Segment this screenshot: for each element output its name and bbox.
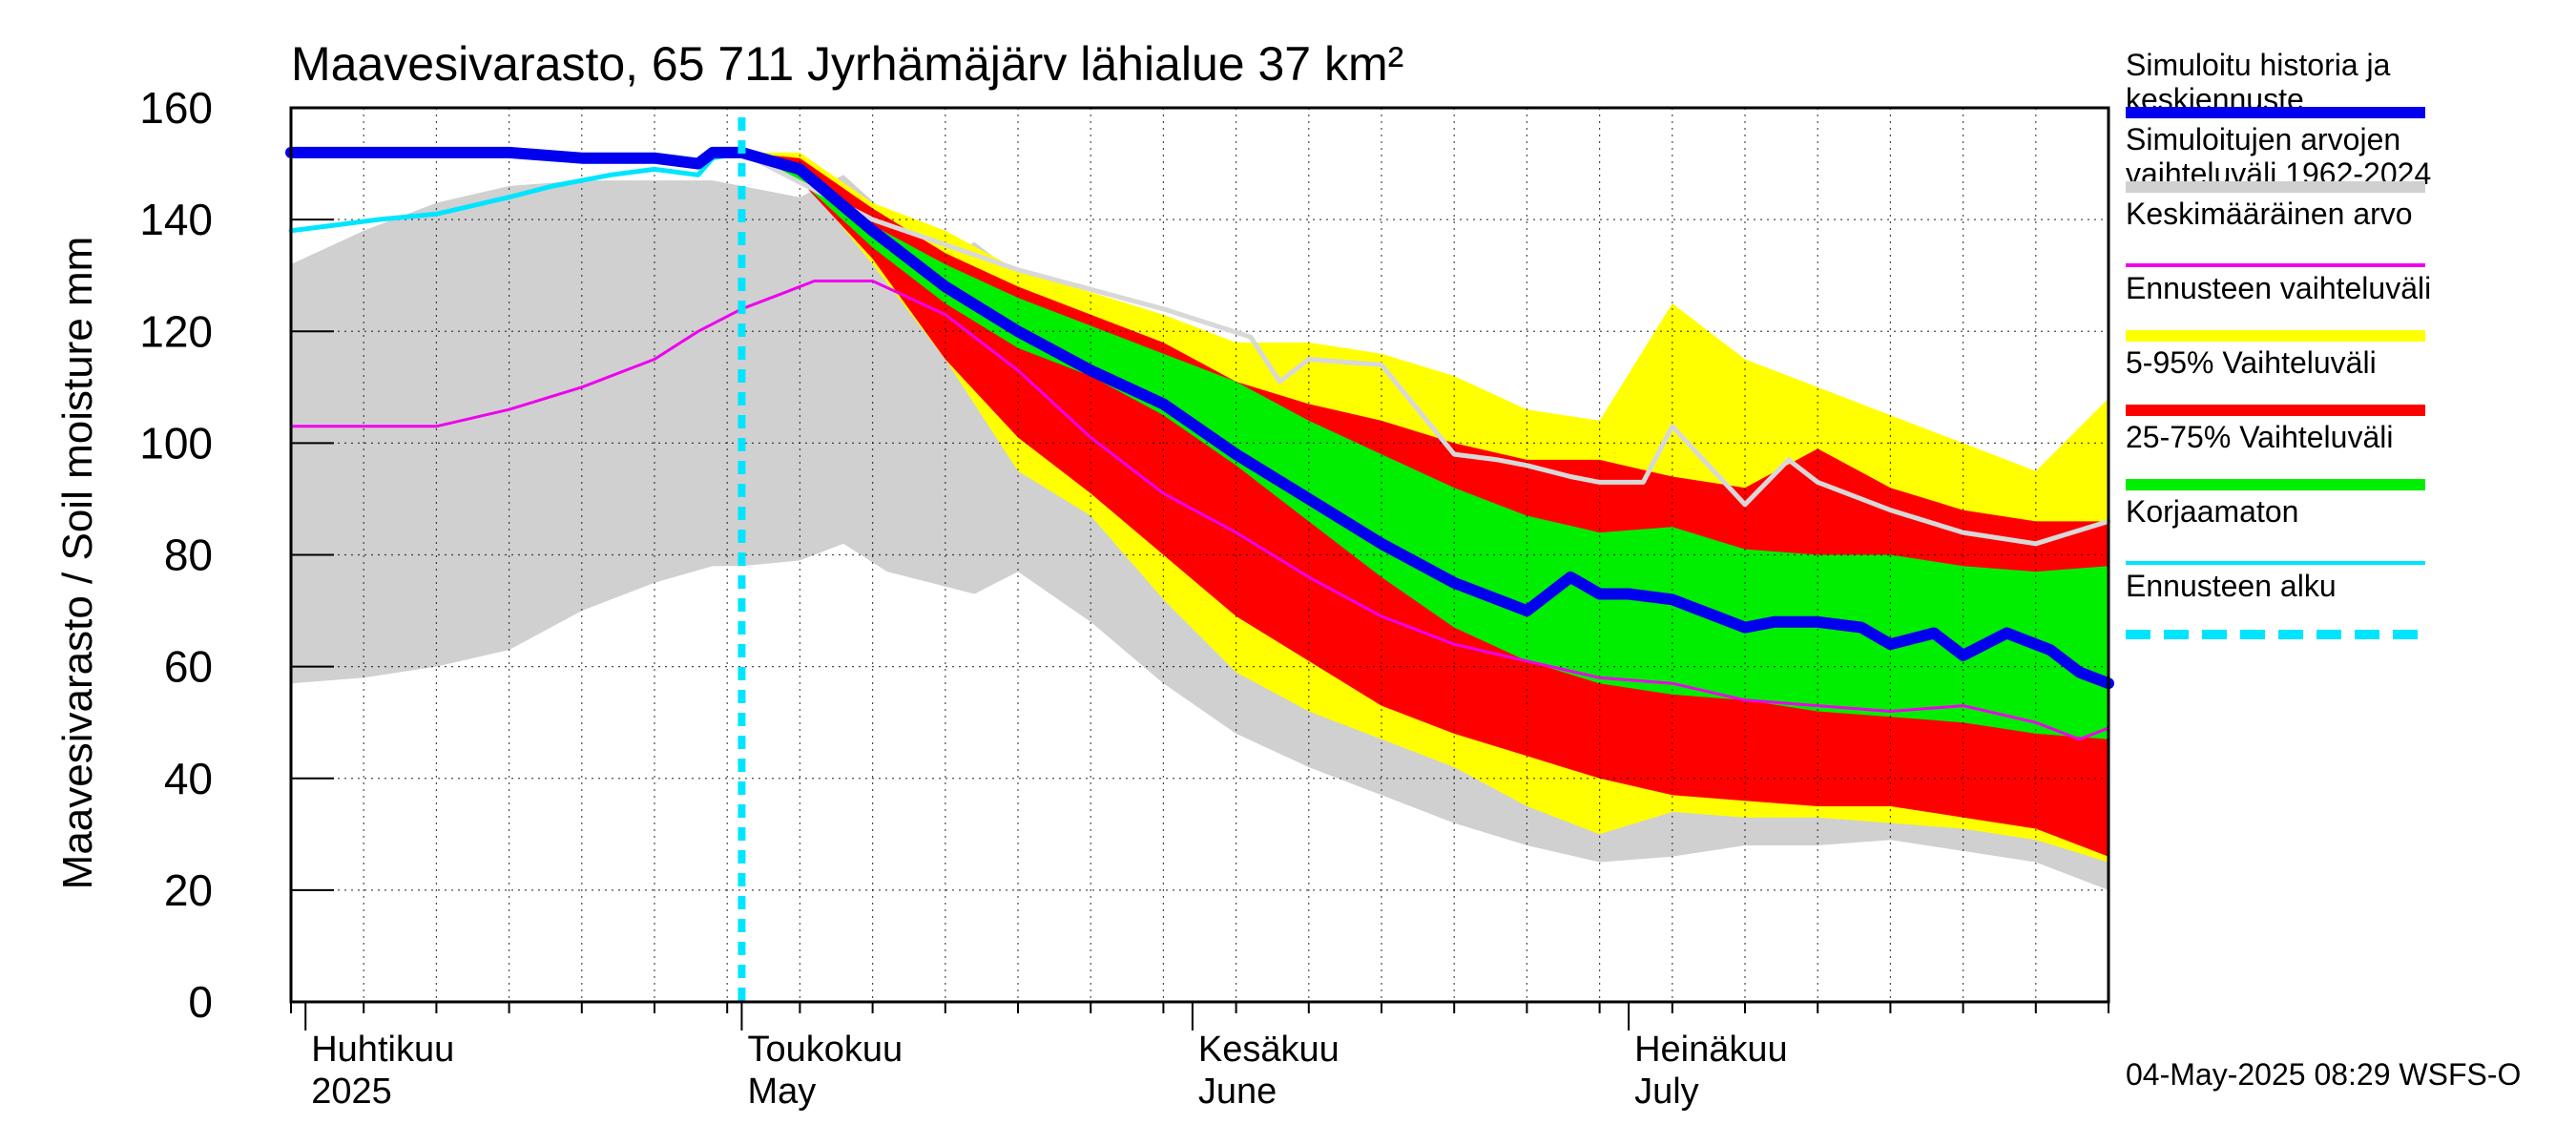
legend-swatch (2126, 630, 2425, 639)
x-month-sublabel: May (747, 1072, 816, 1112)
y-tick-label: 160 (139, 83, 213, 133)
line-korjaamaton (288, 150, 744, 234)
legend-label: 5-95% Vaihteluväli (2126, 345, 2377, 380)
legend-item-ennusteen-alku: Ennusteen alku (2126, 569, 2545, 643)
legend-item-simuloitujen-arvojen-vaihteluv-li-1962-2024: Simuloitujen arvojen vaihteluväli 1962-2… (2126, 122, 2545, 197)
band-layer (291, 152, 2109, 890)
x-month-label: Kesäkuu (1198, 1030, 1340, 1070)
y-tick-label: 80 (164, 531, 213, 580)
y-axis-label: Maavesivarasto / Soil moisture mm (54, 237, 101, 890)
legend-swatch (2126, 330, 2425, 342)
y-tick-label: 140 (139, 195, 213, 244)
legend-item-ennusteen-vaihteluv-li: Ennusteen vaihteluväli (2126, 271, 2545, 345)
x-month-label: Huhtikuu (311, 1030, 454, 1070)
y-tick-label: 60 (164, 642, 213, 692)
x-month-sublabel: June (1198, 1072, 1277, 1112)
line-keskim-r-inen-arvo (289, 280, 2110, 741)
legend-label: Korjaamaton (2126, 494, 2299, 529)
legend-item-korjaamaton: Korjaamaton (2126, 494, 2545, 569)
y-tick-label: 40 (164, 754, 213, 803)
y-tick-label: 100 (139, 418, 213, 468)
x-month-sublabel: July (1634, 1072, 1699, 1112)
band-25-75-vaihteluv-li (741, 152, 2109, 739)
legend: Simuloitu historia ja keskiennuste Simulo… (2126, 48, 2545, 643)
legend-swatch (2126, 181, 2425, 193)
line-vertailu (738, 150, 2111, 547)
legend-swatch (2126, 107, 2425, 118)
timestamp-footer: 04-May-2025 08:29 WSFS-O (2126, 1057, 2522, 1092)
x-month-label: Heinäkuu (1634, 1030, 1788, 1070)
line-simuloitu-historia-ja-keskiennuste (285, 146, 2114, 690)
legend-item-5-95-vaihteluv-li: 5-95% Vaihteluväli (2126, 345, 2545, 420)
x-month-label: Toukokuu (747, 1030, 903, 1070)
legend-item-simuloitu-historia-ja-keskiennuste: Simuloitu historia ja keskiennuste (2126, 48, 2545, 122)
legend-swatch (2126, 405, 2425, 416)
line-layer (285, 117, 2114, 1002)
x-month-sublabel: 2025 (311, 1072, 392, 1112)
legend-swatch (2126, 561, 2425, 565)
y-tick-label: 120 (139, 306, 213, 356)
legend-label: Ennusteen vaihteluväli (2126, 271, 2432, 305)
grid-layer (291, 108, 2109, 1002)
legend-item-keskim-r-inen-arvo: Keskimääräinen arvo (2126, 197, 2545, 271)
y-tick-label: 20 (164, 865, 213, 915)
legend-label: Keskimääräinen arvo (2126, 197, 2413, 231)
chart-title: Maavesivarasto, 65 711 Jyrhämäjärv lähia… (291, 37, 1403, 91)
legend-swatch (2126, 479, 2425, 490)
legend-item-25-75-vaihteluv-li: 25-75% Vaihteluväli (2126, 420, 2545, 494)
legend-swatch (2126, 263, 2425, 267)
legend-label: Ennusteen alku (2126, 569, 2337, 603)
legend-label: 25-75% Vaihteluväli (2126, 420, 2394, 454)
y-tick-label: 0 (188, 977, 213, 1027)
legend-label: Simuloitu historia ja keskiennuste (2126, 48, 2391, 116)
